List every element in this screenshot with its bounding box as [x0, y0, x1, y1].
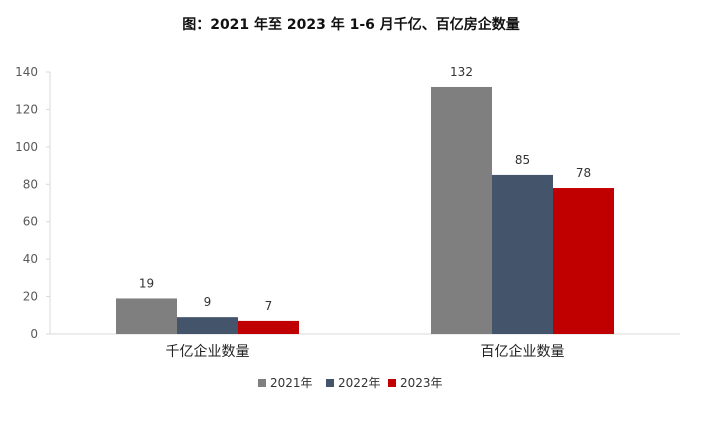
legend-swatch: [388, 379, 396, 387]
y-tick-label: 60: [23, 215, 38, 229]
category-label: 百亿企业数量: [481, 343, 565, 360]
data-label: 85: [515, 153, 530, 167]
y-tick-label: 0: [30, 327, 38, 341]
data-label: 132: [450, 65, 473, 79]
chart-title: 图：2021 年至 2023 年 1-6 月千亿、百亿房企数量: [182, 17, 520, 33]
data-label: 19: [139, 276, 154, 290]
legend-swatch: [258, 379, 266, 387]
y-tick-label: 20: [23, 290, 38, 304]
y-tick-label: 80: [23, 177, 38, 191]
legend-label: 2021年: [270, 376, 313, 390]
bar: [553, 188, 614, 334]
bar: [116, 298, 177, 334]
data-label: 7: [265, 299, 273, 313]
y-tick-label: 140: [15, 65, 38, 79]
data-label: 78: [576, 166, 591, 180]
bar: [431, 86, 492, 334]
y-tick-label: 100: [15, 140, 38, 154]
y-tick-label: 120: [15, 102, 38, 116]
legend-label: 2023年: [400, 376, 443, 390]
bar: [492, 174, 553, 334]
legend-swatch: [326, 379, 334, 387]
bar: [177, 317, 238, 334]
bar: [238, 320, 299, 334]
category-label: 千亿企业数量: [166, 343, 250, 360]
data-label: 9: [204, 295, 212, 309]
legend-label: 2022年: [338, 376, 381, 390]
y-tick-label: 40: [23, 252, 38, 266]
